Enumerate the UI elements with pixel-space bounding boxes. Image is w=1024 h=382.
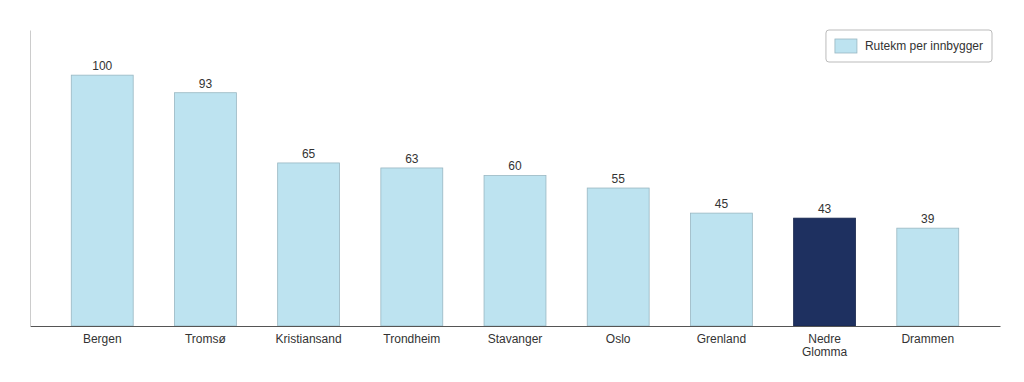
x-tick-label-line: Kristiansand	[276, 332, 342, 346]
x-tick: Tromsø	[185, 326, 227, 346]
data-labels: 100 93 65 63 60 55 45 43 39	[92, 59, 935, 226]
chart: 100 93 65 63 60 55 45 43 39 Bergen Tromsø Kristians…	[0, 0, 1024, 382]
x-tick-label-line: Trondheim	[383, 332, 440, 346]
bar	[278, 163, 340, 326]
x-tick-label: Trondheim	[383, 332, 440, 346]
data-label: 65	[302, 147, 316, 161]
bar	[484, 175, 546, 326]
x-tick-label-line: Stavanger	[488, 332, 543, 346]
data-label: 93	[199, 77, 213, 91]
x-tick-label-line: Drammen	[901, 332, 954, 346]
x-tick-label: Tromsø	[185, 332, 227, 346]
x-tick: Trondheim	[383, 326, 440, 346]
x-tick-label: Grenland	[697, 332, 746, 346]
x-tick: Stavanger	[488, 326, 543, 346]
x-tick-label-line: Grenland	[697, 332, 746, 346]
x-tick-label: Kristiansand	[276, 332, 342, 346]
x-tick: Grenland	[697, 326, 746, 346]
x-tick-label: Drammen	[901, 332, 954, 346]
x-tick-label-line: Bergen	[83, 332, 122, 346]
bar	[897, 228, 959, 326]
x-axis: Bergen Tromsø Kristiansand Trondheim Stavang…	[31, 326, 1001, 359]
x-tick: Drammen	[901, 326, 954, 346]
data-label: 55	[612, 172, 626, 186]
x-tick: Kristiansand	[276, 326, 342, 346]
y-axis-line	[30, 31, 31, 327]
x-tick: Bergen	[83, 326, 122, 346]
x-axis-line	[31, 326, 1001, 327]
x-tick-label-line: Oslo	[606, 332, 631, 346]
data-label: 39	[921, 212, 935, 226]
legend-label: Rutekm per innbygger	[865, 39, 983, 53]
x-tick-label-line: Tromsø	[185, 332, 227, 346]
x-tick: Oslo	[606, 326, 631, 346]
data-label: 100	[92, 59, 112, 73]
bar	[381, 168, 443, 326]
x-tick-label-line: Glomma	[802, 345, 848, 359]
x-tick-label-line: Nedre	[808, 332, 841, 346]
bar	[71, 75, 133, 326]
legend-frame	[826, 30, 992, 62]
bar	[794, 218, 856, 326]
bar	[174, 93, 236, 326]
plot: 100 93 65 63 60 55 45 43 39 Bergen Tromsø Kristians…	[31, 30, 1001, 359]
data-label: 43	[818, 202, 832, 216]
bar	[587, 188, 649, 326]
x-tick-label: Oslo	[606, 332, 631, 346]
legend-swatch	[835, 39, 857, 53]
data-label: 63	[405, 152, 419, 166]
data-label: 60	[508, 159, 522, 173]
x-tick-label: NedreGlomma	[802, 332, 848, 360]
x-tick-label: Stavanger	[488, 332, 543, 346]
x-tick-label: Bergen	[83, 332, 122, 346]
data-label: 45	[715, 197, 729, 211]
bars	[71, 75, 958, 326]
x-tick: NedreGlomma	[802, 326, 848, 359]
bar	[690, 213, 752, 326]
legend: Rutekm per innbygger	[826, 30, 992, 62]
y-axis	[30, 31, 31, 327]
